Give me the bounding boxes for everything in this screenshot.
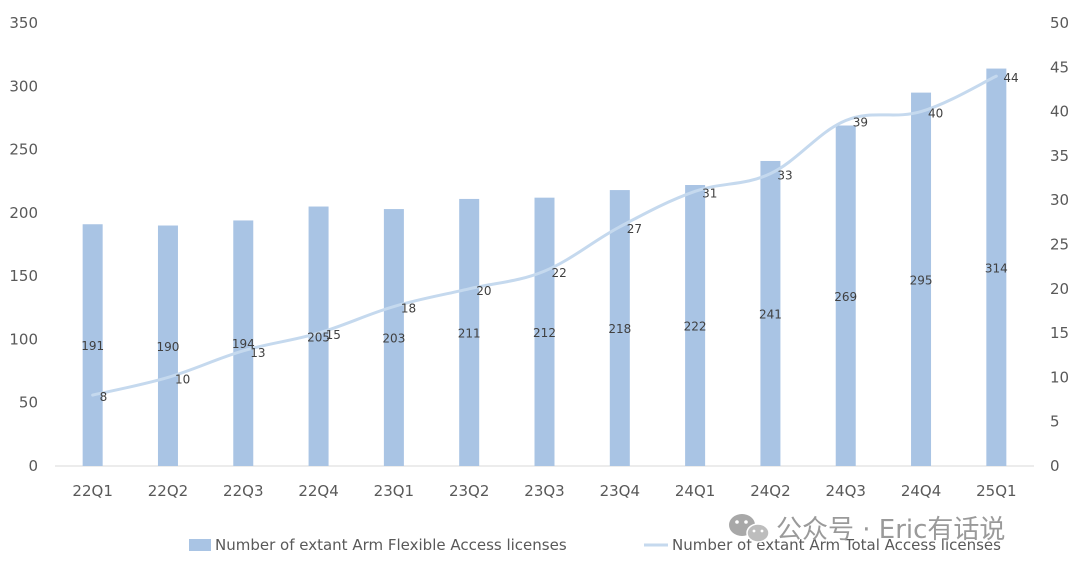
left-axis-tick-label: 100: [9, 330, 38, 348]
right-axis-tick-label: 45: [1050, 58, 1069, 76]
bar-data-label: 218: [608, 322, 631, 336]
watermark: 公众号 · Eric有话说: [729, 514, 1005, 545]
bar-data-label: 222: [684, 320, 707, 334]
x-axis-categories: 22Q1 22Q2 22Q3 22Q4 23Q1 23Q2 23Q3 23Q4 24Q1 24Q2…: [72, 482, 1016, 500]
x-axis-category-label: 22Q4: [298, 482, 338, 500]
right-axis-tick-label: 35: [1050, 147, 1069, 165]
bar-data-label: 295: [910, 273, 933, 287]
bar: [308, 206, 329, 466]
right-axis-tick-label: 30: [1050, 191, 1069, 209]
bar: [157, 225, 178, 466]
x-axis-category-label: 24Q1: [675, 482, 715, 500]
legend-swatch-bar: [189, 539, 211, 551]
line-data-label: 31: [702, 186, 717, 200]
left-axis-tick-label: 150: [9, 267, 38, 285]
bar: [534, 197, 555, 466]
x-axis-category-label: 23Q2: [449, 482, 489, 500]
line-data-label: 20: [476, 284, 491, 298]
wechat-icon: [729, 514, 770, 543]
right-axis-tick-label: 15: [1050, 324, 1069, 342]
line-data-label: 22: [552, 266, 567, 280]
line-data-label: 33: [777, 169, 792, 183]
right-axis-tick-label: 40: [1050, 103, 1069, 121]
line-data-label: 40: [928, 107, 943, 121]
bar: [459, 198, 480, 467]
bar: [609, 190, 630, 466]
bar: [82, 224, 103, 466]
bar-data-label: 212: [533, 326, 556, 340]
bar-data-label: 241: [759, 307, 782, 321]
line-data-label: 13: [250, 346, 265, 360]
x-axis-category-label: 23Q4: [600, 482, 640, 500]
line-series: [91, 74, 998, 397]
bar-data-label: 191: [81, 339, 104, 353]
line-data-label: 39: [853, 115, 868, 129]
line-data-label: 15: [326, 328, 341, 342]
line-path: [91, 74, 998, 397]
left-axis-tick-label: 350: [9, 14, 38, 32]
bar: [760, 160, 781, 466]
right-axis: 0 5 10 15 20 25 30 35 40 45 50: [1050, 14, 1069, 475]
watermark-text: 公众号 · Eric有话说: [776, 515, 1005, 545]
bar: [835, 125, 856, 466]
right-axis-tick-label: 5: [1050, 413, 1060, 431]
line-data-labels: 8 10 13 15 18 20 22 27 31 33 39 40 44: [100, 71, 1019, 404]
bar-data-label: 190: [157, 340, 180, 354]
x-axis-category-label: 23Q3: [524, 482, 564, 500]
bar-data-label: 269: [834, 290, 857, 304]
legend-label-bar: Number of extant Arm Flexible Access lic…: [215, 536, 567, 554]
right-axis-tick-label: 20: [1050, 280, 1069, 298]
x-axis-category-label: 24Q4: [901, 482, 941, 500]
bar: [233, 220, 254, 466]
bar-data-label: 203: [382, 332, 405, 346]
x-axis-category-label: 22Q3: [223, 482, 263, 500]
x-axis-category-label: 22Q1: [72, 482, 112, 500]
left-axis-tick-label: 250: [9, 141, 38, 159]
bar: [685, 185, 706, 467]
line-data-label: 44: [1003, 71, 1018, 85]
bar-data-labels: 191 190 194 205 203 211 212 218 222 241 269 295 314: [81, 261, 1008, 353]
left-axis: 0 50 100 150 200 250 300 350: [9, 14, 38, 475]
x-axis-category-label: 25Q1: [976, 482, 1016, 500]
line-data-label: 8: [100, 390, 108, 404]
right-axis-tick-label: 10: [1050, 368, 1069, 386]
line-data-label: 27: [627, 222, 642, 236]
bar-data-label: 205: [307, 330, 330, 344]
x-axis-category-label: 24Q2: [750, 482, 790, 500]
bar: [986, 68, 1007, 467]
x-axis-category-label: 24Q3: [826, 482, 866, 500]
bar: [383, 209, 404, 466]
bar-data-label: 211: [458, 326, 481, 340]
left-axis-tick-label: 50: [19, 394, 38, 412]
right-axis-tick-label: 25: [1050, 236, 1069, 254]
bar-data-label: 194: [232, 337, 255, 351]
left-axis-tick-label: 200: [9, 204, 38, 222]
x-axis-category-label: 22Q2: [148, 482, 188, 500]
right-axis-tick-label: 50: [1050, 14, 1069, 32]
x-axis-category-label: 23Q1: [374, 482, 414, 500]
bar-series: [82, 68, 1007, 467]
line-data-label: 18: [401, 302, 416, 316]
bar-data-label: 314: [985, 261, 1008, 275]
left-axis-tick-label: 0: [28, 457, 38, 475]
bar: [911, 92, 932, 466]
line-data-label: 10: [175, 372, 190, 386]
left-axis-tick-label: 300: [9, 77, 38, 95]
right-axis-tick-label: 0: [1050, 457, 1060, 475]
